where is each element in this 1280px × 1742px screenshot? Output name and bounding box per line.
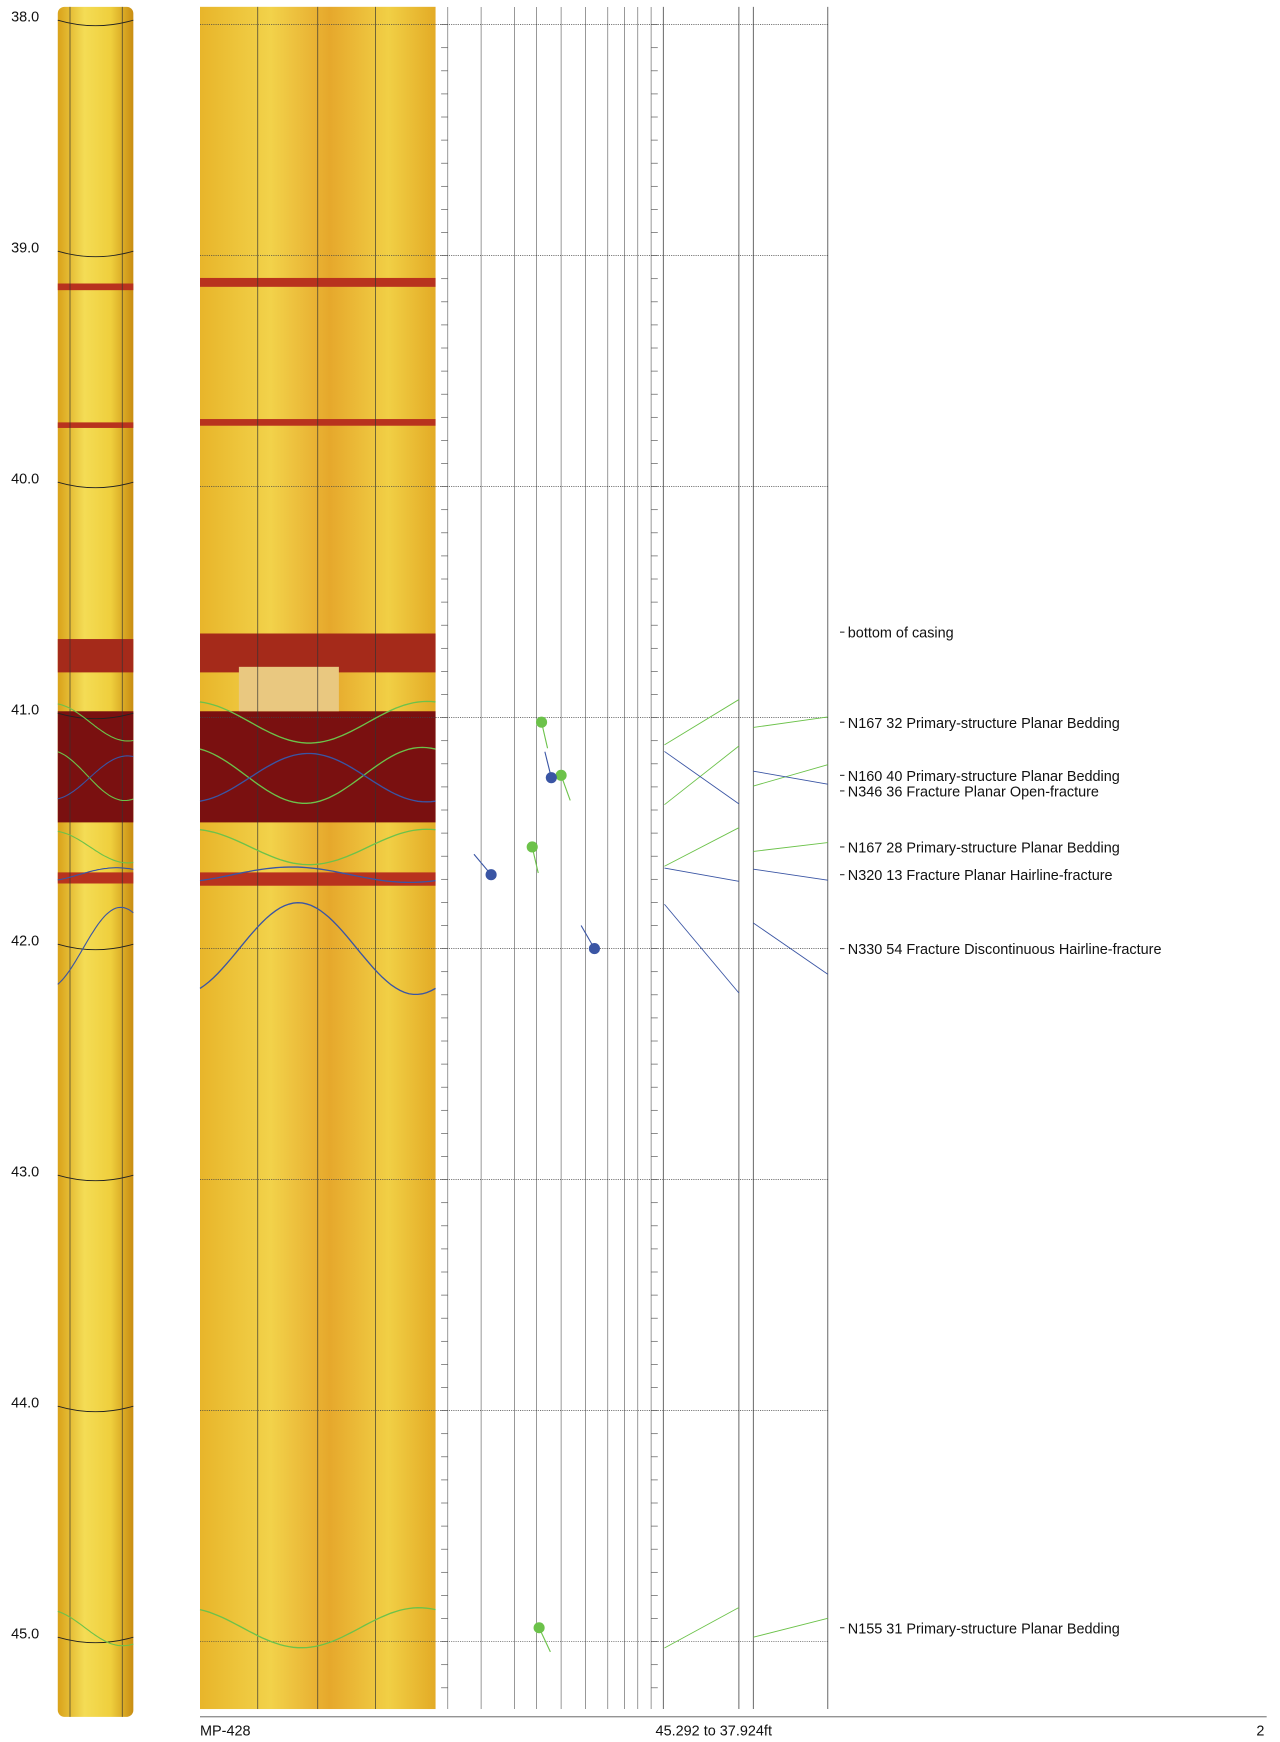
feature-label: N320 13 Fracture Planar Hairline-fractur… xyxy=(848,868,1113,884)
depth-label: 43.0 xyxy=(11,1164,39,1180)
depth-label: 38.0 xyxy=(11,9,39,25)
stick-ns xyxy=(664,827,740,867)
tadpole xyxy=(588,943,600,955)
feature-sinusoid-cylinder xyxy=(57,751,134,802)
band xyxy=(57,283,134,291)
depth-ring xyxy=(57,1405,134,1413)
band xyxy=(57,872,134,884)
stick-ew xyxy=(753,764,828,787)
feature-sinusoid xyxy=(199,866,436,884)
feature-sinusoid xyxy=(199,1607,436,1649)
depth-ring xyxy=(57,481,134,489)
depth-label: 41.0 xyxy=(11,702,39,718)
stick-ns xyxy=(664,903,740,994)
feature-sinusoid-cylinder xyxy=(57,703,134,742)
band xyxy=(57,422,134,428)
feature-sinusoid xyxy=(199,828,436,866)
stick-ew xyxy=(753,868,828,881)
feature-sinusoid xyxy=(199,902,436,996)
stick-ns xyxy=(664,745,740,806)
image-tracks xyxy=(57,6,436,1717)
depth-ring xyxy=(57,19,134,27)
feature-sinusoid-cylinder xyxy=(57,906,134,985)
depth-ring xyxy=(57,943,134,951)
feature-sinusoid xyxy=(199,752,436,803)
tadpole xyxy=(555,769,567,781)
depth-ring xyxy=(57,1636,134,1644)
feature-label: N167 32 Primary-structure Planar Bedding xyxy=(848,716,1120,732)
feature-label: N346 36 Fracture Planar Open-fracture xyxy=(848,784,1099,800)
feature-label: N330 54 Fracture Discontinuous Hairline-… xyxy=(848,942,1162,958)
stick-ns xyxy=(664,1607,740,1649)
stick-ew xyxy=(753,716,828,728)
stick-ew xyxy=(753,770,828,785)
band xyxy=(238,666,339,712)
band xyxy=(57,639,134,673)
feature-label: N167 28 Primary-structure Planar Bedding xyxy=(848,841,1120,857)
footer-page: 2 xyxy=(1256,1724,1264,1737)
feature-sinusoid xyxy=(199,700,436,744)
feature-sinusoid-cylinder xyxy=(57,830,134,864)
footer-well: MP-428 xyxy=(200,1724,251,1737)
depth-ring xyxy=(57,712,134,720)
stick-ew xyxy=(753,922,829,975)
band xyxy=(57,711,134,823)
stick-ns xyxy=(664,751,740,805)
depth-label: 45.0 xyxy=(11,1626,39,1642)
depth-label: 42.0 xyxy=(11,933,39,949)
depth-ring xyxy=(57,250,134,258)
tadpole xyxy=(533,1622,545,1634)
annotation-label: bottom of casing xyxy=(848,626,954,642)
stick-ew xyxy=(753,842,828,852)
depth-label: 40.0 xyxy=(11,471,39,487)
tadpole xyxy=(485,869,497,881)
stick-ns xyxy=(664,699,740,746)
stick-ew xyxy=(753,1617,828,1638)
cylinder-image xyxy=(57,6,134,1717)
footer-range: 45.292 to 37.924ft xyxy=(656,1724,772,1737)
depth-label: 39.0 xyxy=(11,240,39,256)
tadpole xyxy=(526,841,538,853)
depth-ring xyxy=(57,1174,134,1182)
feature-sinusoid-cylinder xyxy=(57,755,134,800)
feature-sinusoid xyxy=(199,746,436,804)
feature-label: N160 40 Primary-structure Planar Bedding xyxy=(848,769,1120,785)
feature-sinusoid-cylinder xyxy=(57,867,134,881)
tadpole xyxy=(536,716,548,728)
feature-label: N155 31 Primary-structure Planar Bedding xyxy=(848,1621,1120,1637)
stick-ns xyxy=(664,867,739,882)
tadpole xyxy=(545,772,557,784)
depth-label: 44.0 xyxy=(11,1395,39,1411)
feature-sinusoid-cylinder xyxy=(57,1610,134,1647)
